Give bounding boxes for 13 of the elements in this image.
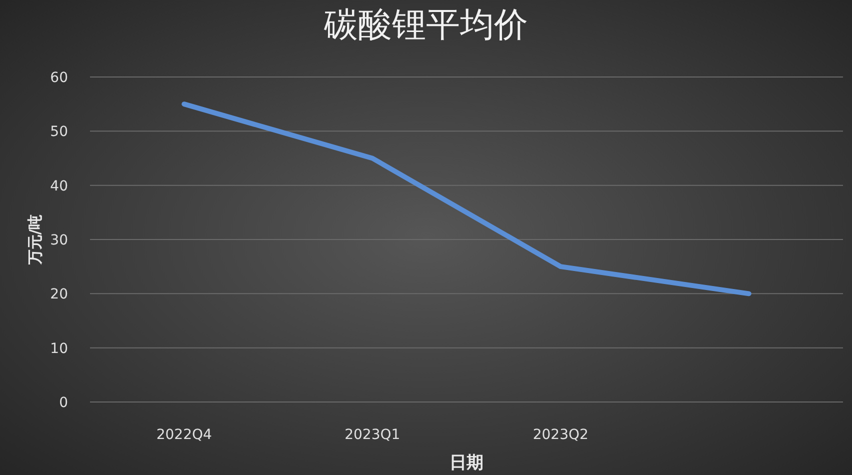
- y-tick-label: 10: [50, 340, 68, 357]
- x-tick-label: 2023Q1: [344, 427, 400, 443]
- y-tick-label: 0: [59, 395, 68, 411]
- x-tick-label: 2023Q2: [532, 427, 588, 443]
- y-axis-title: 万元/吨: [26, 214, 44, 266]
- x-tick-label: 2022Q4: [156, 427, 212, 443]
- y-tick-label: 60: [50, 70, 68, 86]
- y-tick-label: 20: [50, 286, 68, 303]
- chart-title: 碳酸锂平均价: [323, 5, 528, 45]
- y-tick-label: 30: [50, 232, 68, 248]
- y-tick-label: 50: [50, 124, 68, 140]
- y-tick-label: 40: [50, 178, 68, 194]
- x-axis-title: 日期: [450, 453, 484, 473]
